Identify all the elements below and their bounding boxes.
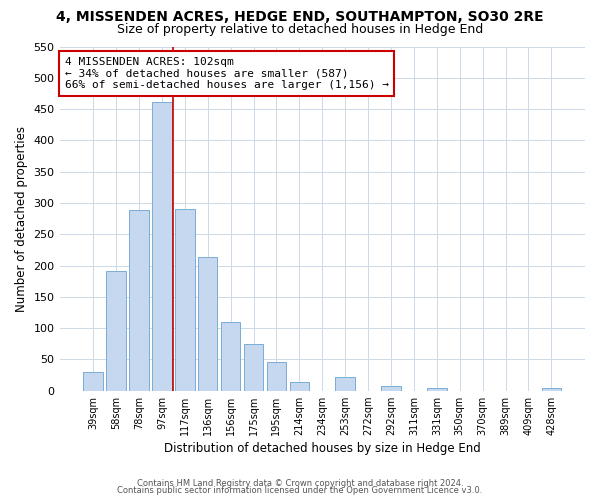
Bar xyxy=(198,258,217,390)
Bar xyxy=(221,322,241,390)
Bar xyxy=(244,344,263,391)
Bar xyxy=(381,386,401,390)
X-axis label: Distribution of detached houses by size in Hedge End: Distribution of detached houses by size … xyxy=(164,442,481,455)
Y-axis label: Number of detached properties: Number of detached properties xyxy=(15,126,28,312)
Text: Size of property relative to detached houses in Hedge End: Size of property relative to detached ho… xyxy=(117,22,483,36)
Bar xyxy=(106,270,126,390)
Bar xyxy=(542,388,561,390)
Text: 4 MISSENDEN ACRES: 102sqm
← 34% of detached houses are smaller (587)
66% of semi: 4 MISSENDEN ACRES: 102sqm ← 34% of detac… xyxy=(65,57,389,90)
Bar xyxy=(152,102,172,391)
Bar xyxy=(290,382,309,390)
Bar xyxy=(427,388,446,390)
Bar xyxy=(267,362,286,390)
Bar xyxy=(83,372,103,390)
Text: Contains public sector information licensed under the Open Government Licence v3: Contains public sector information licen… xyxy=(118,486,482,495)
Text: 4, MISSENDEN ACRES, HEDGE END, SOUTHAMPTON, SO30 2RE: 4, MISSENDEN ACRES, HEDGE END, SOUTHAMPT… xyxy=(56,10,544,24)
Bar xyxy=(129,210,149,390)
Bar xyxy=(335,377,355,390)
Text: Contains HM Land Registry data © Crown copyright and database right 2024.: Contains HM Land Registry data © Crown c… xyxy=(137,478,463,488)
Bar xyxy=(175,208,194,390)
